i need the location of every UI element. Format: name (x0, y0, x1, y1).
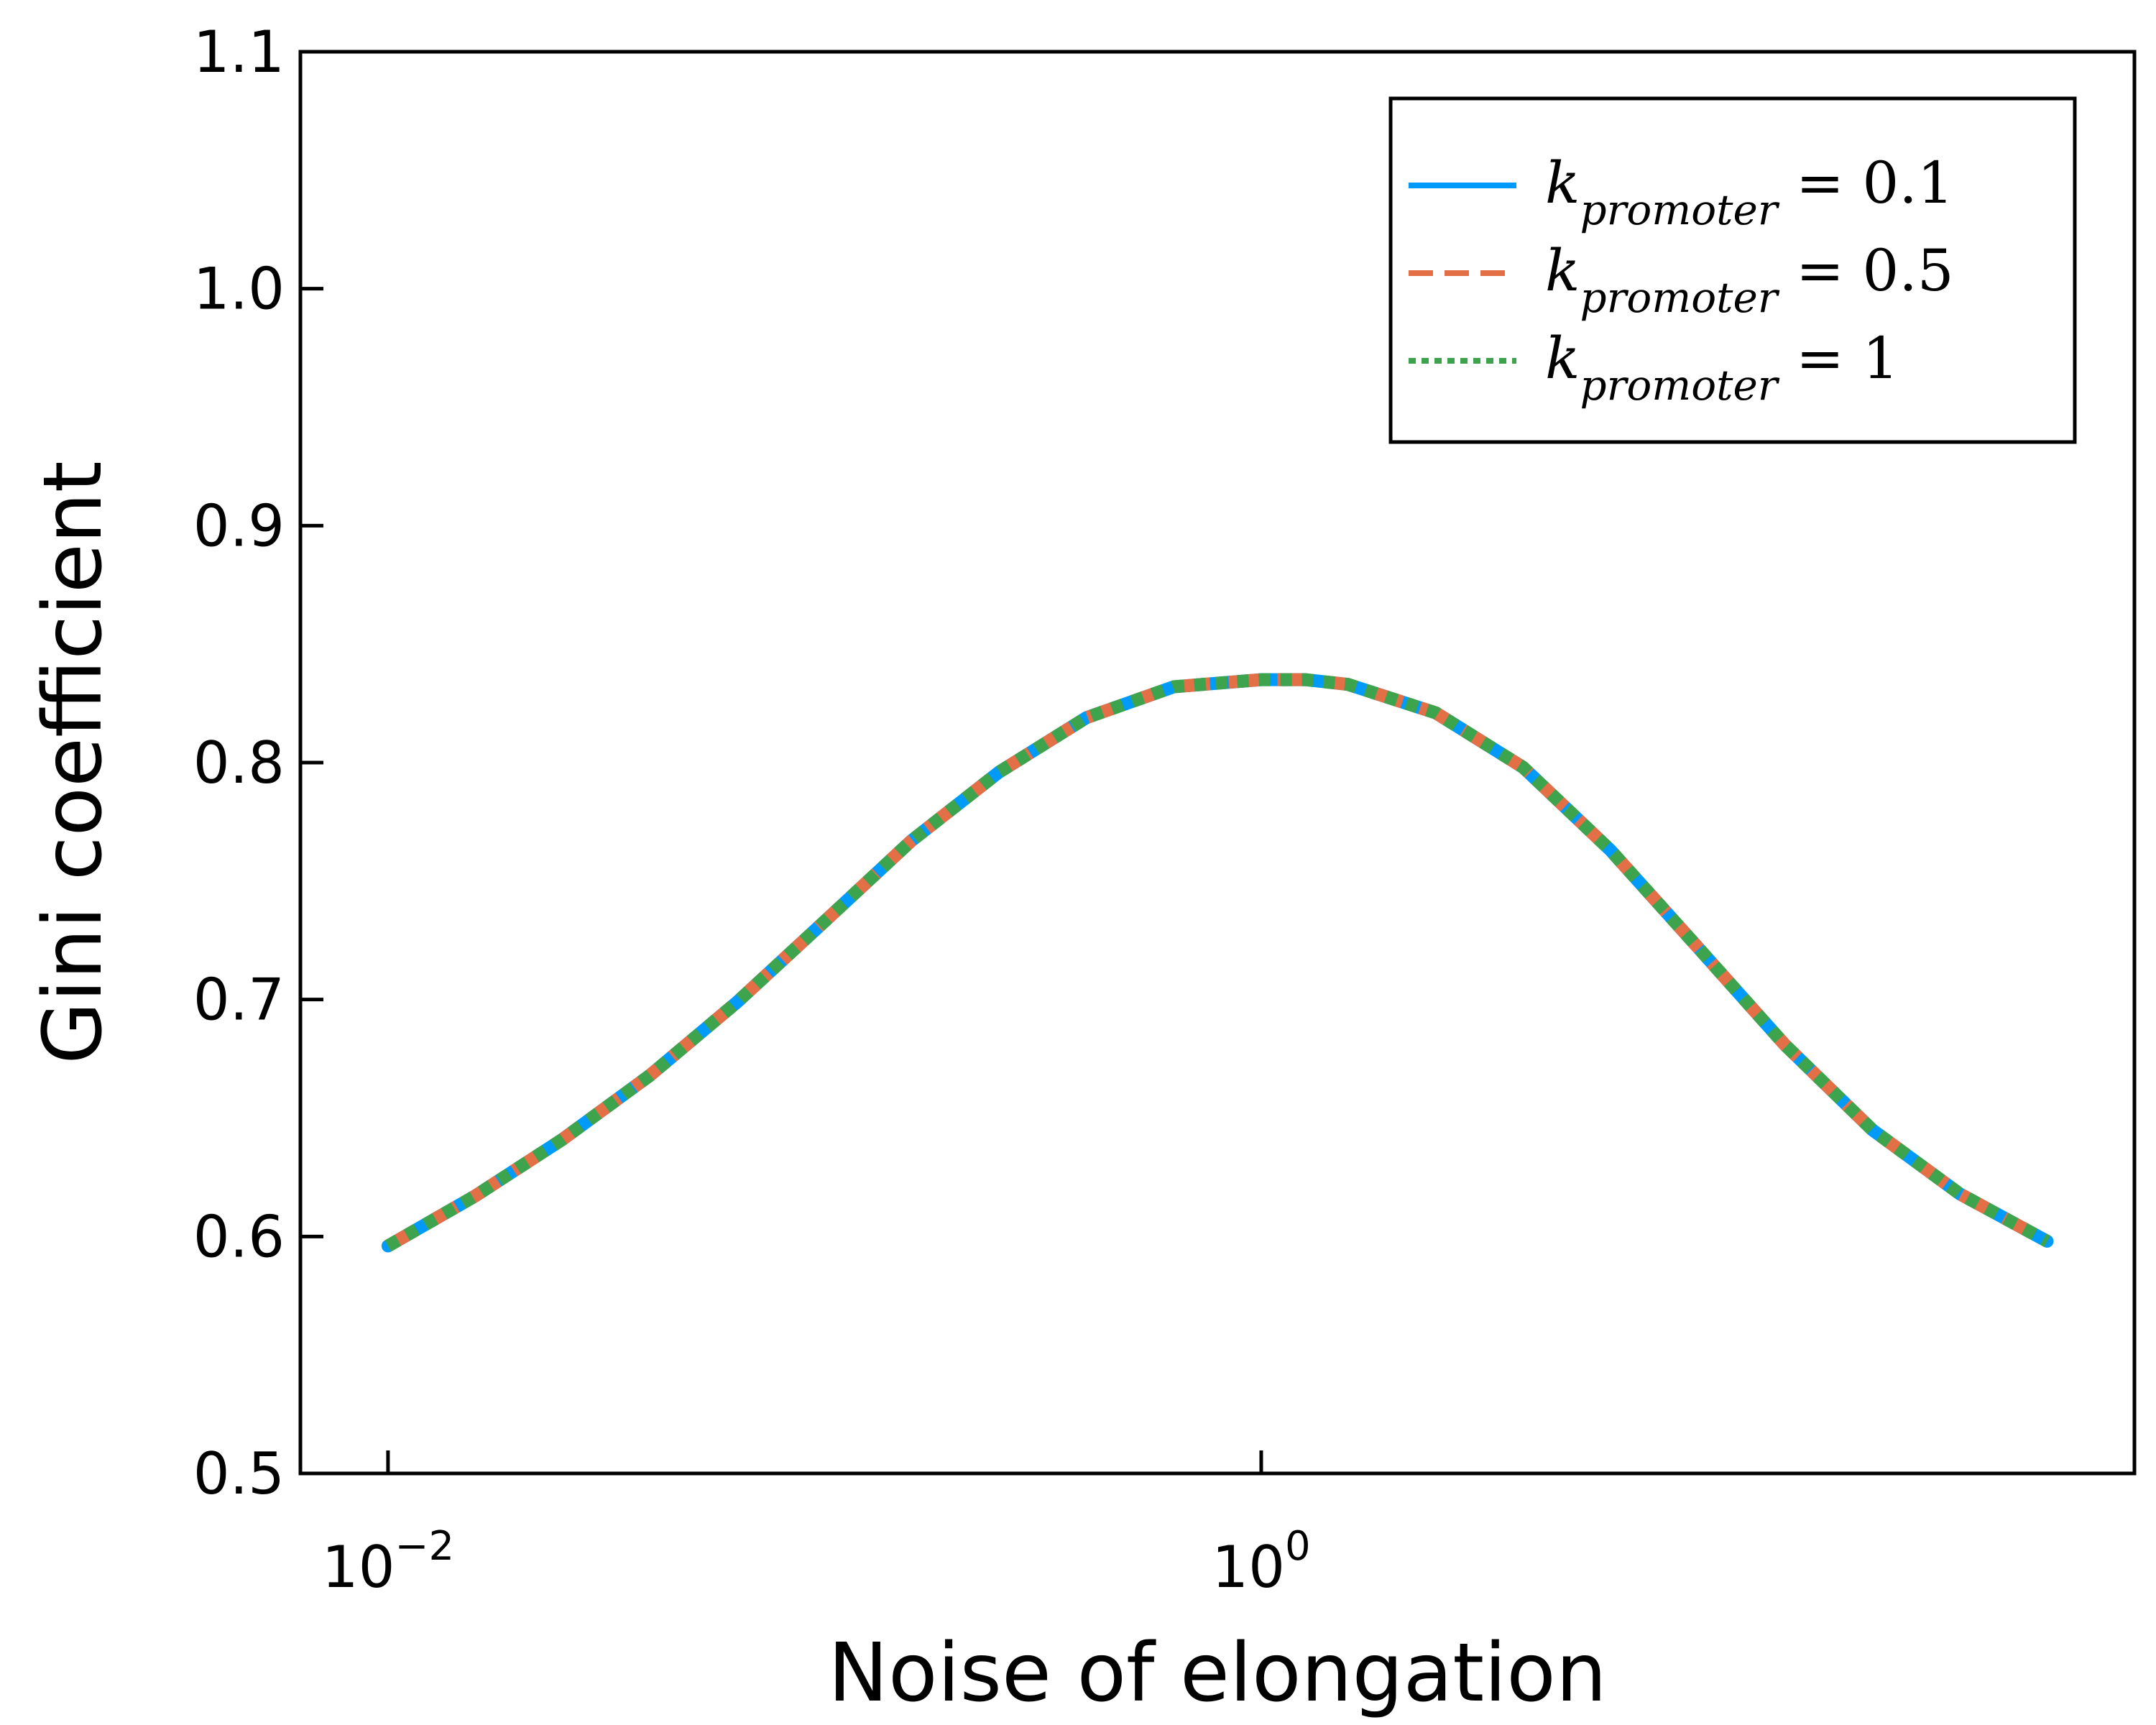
legend-label-3: kpromoter = 1 (1545, 325, 1899, 410)
series-layer (381, 673, 2054, 1253)
y-tick-label: 1.1 (193, 19, 285, 86)
y-axis-label: Gini coefficient (27, 461, 120, 1064)
y-tick-label: 1.0 (193, 256, 285, 323)
x-axis-label: Noise of elongation (828, 1627, 1607, 1720)
ticks-layer: 0.5 0.6 0.7 0.8 0.9 1.0 1.1 10−2 100 (193, 19, 1311, 1601)
y-tick-label: 0.6 (193, 1203, 285, 1270)
y-tick-label: 0.7 (193, 967, 285, 1034)
x-tick-label: 10−2 (322, 1523, 454, 1601)
legend-label-1: kpromoter = 0.1 (1545, 150, 1954, 234)
legend-label-2: kpromoter = 0.5 (1545, 237, 1954, 322)
x-tick-label: 100 (1212, 1523, 1310, 1601)
y-tick-label: 0.9 (193, 492, 285, 559)
y-tick-label: 0.8 (193, 730, 285, 796)
y-tick-label: 0.5 (193, 1440, 285, 1507)
series-line-3 (384, 673, 2050, 1252)
